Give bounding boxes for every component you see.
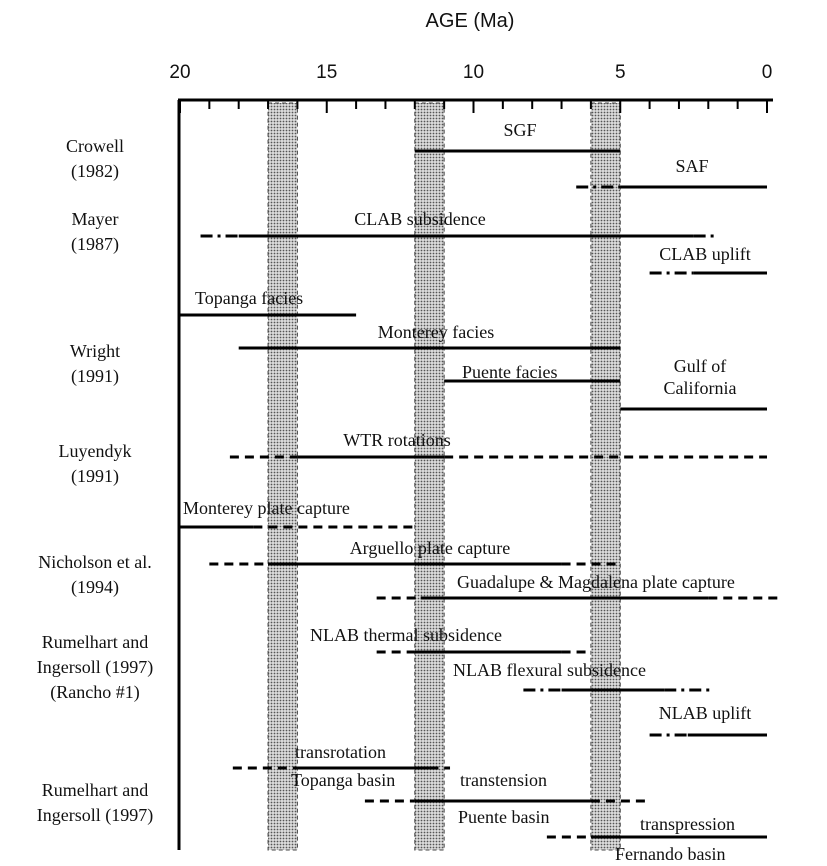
x-axis (178, 98, 773, 113)
source-label: (1991) (71, 466, 119, 487)
event-label-nlab-thermal-subsidence: NLAB thermal subsidence (310, 625, 502, 645)
event-label-clab-uplift: CLAB uplift (659, 244, 751, 264)
source-label: (1987) (71, 234, 119, 255)
x-tick-label: 15 (316, 62, 337, 83)
x-tick-labels: 20 15 10 5 0 (169, 62, 772, 83)
x-tick-label: 10 (463, 62, 484, 83)
source-label: (1982) (71, 161, 119, 182)
event-lines (180, 149, 782, 839)
shaded-band (267, 102, 298, 851)
event-label-puente-basin: Puente basin (458, 807, 550, 827)
shaded-band (414, 102, 445, 851)
shaded-bands (267, 102, 621, 851)
x-axis-title: AGE (Ma) (426, 10, 515, 32)
event-label-transpression: transpression (640, 814, 735, 834)
event-label-transrotation: transrotation (295, 742, 386, 762)
event-label-nlab-flexural-subsidence: NLAB flexural subsidence (453, 660, 646, 680)
event-label-wtr-rotations: WTR rotations (343, 430, 450, 450)
source-labels: Crowell (1982) Mayer (1987) Wright (1991) Luye… (37, 136, 153, 826)
event-labels: SGF SAF CLAB subsidence CLAB uplift Topanga … (183, 120, 751, 864)
source-label: Crowell (66, 136, 124, 156)
source-label: (1991) (71, 366, 119, 387)
event-label-nlab-uplift: NLAB uplift (659, 703, 752, 723)
x-tick-label: 0 (762, 62, 773, 83)
event-label-gulf-of-california: Gulf of California (664, 356, 737, 398)
event-label-monterey-plate-capture: Monterey plate capture (183, 498, 350, 518)
event-label-topanga-facies: Topanga facies (195, 288, 303, 308)
source-label: Nicholson et al. (38, 552, 151, 572)
source-label: (Rancho #1) (50, 682, 139, 703)
shaded-band (590, 102, 621, 851)
event-label-arguello-plate-capture: Arguello plate capture (350, 538, 511, 558)
source-label: Rumelhart and (42, 780, 148, 800)
event-label-transtension: transtension (460, 770, 547, 790)
source-label: Luyendyk (59, 441, 132, 461)
event-label-sgf: SGF (503, 120, 536, 140)
event-label-monterey-facies: Monterey facies (378, 322, 494, 342)
event-label-guadalupe-magdalena-plate-capture: Guadalupe & Magdalena plate capture (457, 572, 735, 592)
x-tick-label: 20 (169, 62, 190, 83)
source-label: Wright (70, 341, 120, 361)
source-label: (1994) (71, 577, 119, 598)
event-label-saf: SAF (675, 156, 708, 176)
event-label-clab-subsidence: CLAB subsidence (354, 209, 485, 229)
source-label: Ingersoll (1997) (37, 657, 153, 678)
x-tick-label: 5 (615, 62, 626, 83)
event-label-fernando-basin: Fernando basin (615, 844, 725, 864)
source-label: Rumelhart and (42, 632, 148, 652)
source-label: Ingersoll (1997) (37, 805, 153, 826)
source-label: Mayer (72, 209, 119, 229)
event-label-topanga-basin: Topanga basin (291, 770, 395, 790)
event-label-puente-facies: Puente facies (462, 362, 557, 382)
